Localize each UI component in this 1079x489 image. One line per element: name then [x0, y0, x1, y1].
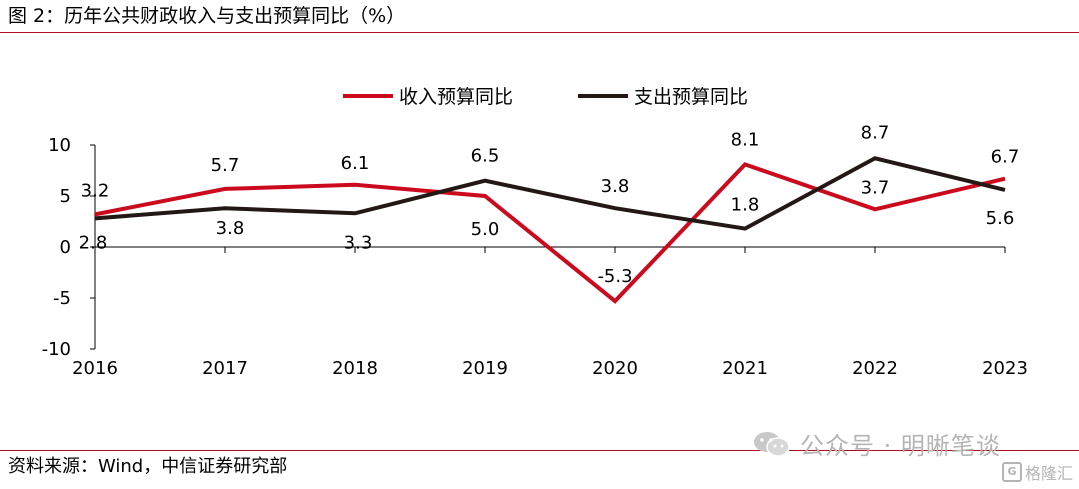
- watermark-badge-text: 格隆汇: [1025, 464, 1074, 483]
- data-label: 6.7: [991, 147, 1020, 168]
- x-tick-label: 2018: [332, 358, 378, 379]
- x-tick-label: 2017: [202, 358, 248, 379]
- y-tick-label: -10: [42, 339, 71, 360]
- data-label: 6.1: [341, 153, 370, 174]
- figure-source: 资料来源：Wind，中信证券研究部: [8, 456, 288, 477]
- watermark-badge: G 格隆汇: [1002, 460, 1073, 484]
- y-tick-label: 5: [60, 186, 71, 207]
- data-label: 8.7: [861, 122, 890, 143]
- data-label: 1.8: [731, 195, 760, 216]
- data-label: 3.3: [344, 232, 373, 253]
- data-label: 5.6: [986, 208, 1015, 229]
- data-label: 2.8: [79, 232, 108, 253]
- x-tick-label: 2023: [982, 358, 1028, 379]
- data-label: 3.2: [81, 180, 110, 201]
- legend-label: 支出预算同比: [634, 86, 748, 108]
- y-tick-label: 10: [48, 135, 71, 156]
- data-label: -5.3: [597, 266, 632, 287]
- figure-title: 图 2：历年公共财政收入与支出预算同比（%）: [8, 5, 406, 27]
- x-tick-label: 2020: [592, 358, 638, 379]
- x-tick-label: 2021: [722, 358, 768, 379]
- y-tick-label: -5: [53, 288, 71, 309]
- watermark: 公众号 · 明晰笔谈: [752, 426, 1001, 461]
- title-divider: [0, 32, 1079, 33]
- series-line-2: [94, 156, 1006, 231]
- data-label: 3.8: [601, 176, 630, 197]
- data-label: 5.7: [211, 155, 240, 176]
- data-label: 3.7: [861, 177, 890, 198]
- logo-icon: G: [1002, 462, 1022, 482]
- legend-label: 收入预算同比: [399, 86, 513, 108]
- x-tick-label: 2022: [852, 358, 898, 379]
- wechat-icon: [754, 431, 790, 457]
- watermark-text: 公众号 · 明晰笔谈: [800, 432, 1001, 460]
- data-label: 3.8: [216, 218, 245, 239]
- x-tick-label: 2016: [72, 358, 118, 379]
- data-label: 8.1: [731, 129, 760, 150]
- y-tick-label: 0: [60, 237, 71, 258]
- data-label: 6.5: [471, 146, 500, 167]
- data-label: 5.0: [471, 219, 500, 240]
- x-tick-label: 2019: [462, 358, 508, 379]
- source-divider: [0, 450, 1079, 451]
- series-line-1: [94, 162, 1006, 304]
